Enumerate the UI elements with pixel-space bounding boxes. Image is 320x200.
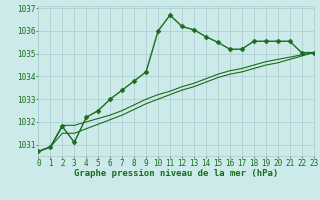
- X-axis label: Graphe pression niveau de la mer (hPa): Graphe pression niveau de la mer (hPa): [74, 169, 278, 178]
